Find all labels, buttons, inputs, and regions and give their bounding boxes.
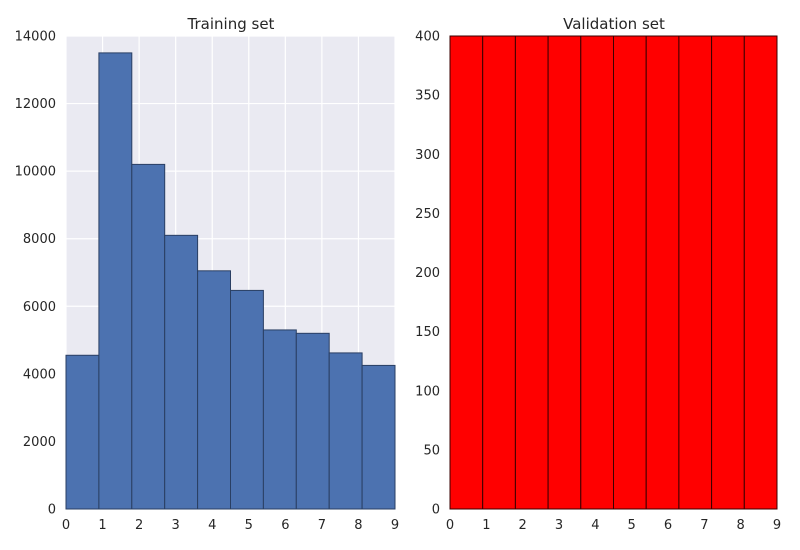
training-bar	[65, 354, 100, 510]
training-x-tick-label: 7	[318, 518, 326, 533]
validation-y-tick-label: 50	[423, 443, 440, 458]
validation-bar	[711, 35, 745, 510]
training-bar	[230, 289, 264, 510]
validation-x-tick-label: 2	[519, 518, 527, 533]
training-set-panel: Training set 0 2000 4000 6000 8000 10000 12000…	[15, 15, 400, 533]
validation-bar	[547, 35, 582, 510]
training-y-tick-label: 4000	[23, 367, 56, 382]
training-bar	[328, 352, 363, 510]
validation-bar	[613, 35, 647, 510]
validation-bar	[743, 35, 778, 510]
training-bar	[295, 332, 330, 510]
training-y-tick-label: 10000	[15, 165, 56, 180]
validation-y-tick-label: 100	[415, 384, 440, 399]
validation-x-tick-label: 4	[591, 518, 599, 533]
validation-set-panel: Validation set 0 50 100 150 200 250 300 350 400 0…	[415, 15, 781, 533]
training-x-tick-label: 1	[98, 518, 106, 533]
training-y-tick-label: 8000	[23, 232, 56, 247]
training-y-tick-label: 2000	[23, 435, 56, 450]
validation-x-tick-label: 6	[664, 518, 672, 533]
training-y-tick-label: 14000	[15, 30, 56, 45]
training-y-tick-label: 12000	[15, 97, 56, 112]
validation-x-tick-label: 1	[482, 518, 490, 533]
training-bar	[361, 364, 396, 510]
validation-bar	[678, 35, 713, 510]
training-x-tick-label: 4	[208, 518, 216, 533]
validation-x-tick-label: 3	[555, 518, 563, 533]
training-bar	[262, 329, 297, 510]
validation-bar	[514, 35, 549, 510]
validation-bar	[645, 35, 680, 510]
training-x-tick-label: 9	[391, 518, 399, 533]
validation-bar	[580, 35, 614, 510]
training-x-tick-label: 8	[354, 518, 362, 533]
validation-bar	[482, 35, 516, 510]
validation-y-tick-label: 400	[415, 30, 440, 45]
training-set-title: Training set	[187, 15, 275, 33]
training-x-tick-label: 5	[245, 518, 253, 533]
validation-y-tick-label: 200	[415, 266, 440, 281]
validation-x-tick-label: 8	[737, 518, 745, 533]
validation-y-tick-label: 150	[415, 325, 440, 340]
validation-x-tick-label: 5	[628, 518, 636, 533]
training-y-tick-label: 6000	[23, 300, 56, 315]
validation-set-title: Validation set	[563, 15, 665, 33]
training-y-tick-label: 0	[48, 503, 56, 518]
training-bar	[164, 234, 199, 510]
training-x-tick-label: 3	[172, 518, 180, 533]
validation-y-tick-label: 350	[415, 89, 440, 104]
validation-y-tick-label: 250	[415, 207, 440, 222]
training-x-tick-label: 2	[135, 518, 143, 533]
training-bar	[98, 52, 133, 510]
validation-y-tick-label: 0	[432, 503, 440, 518]
training-x-tick-label: 0	[62, 518, 70, 533]
training-bar	[131, 163, 166, 510]
validation-x-tick-label: 9	[773, 518, 781, 533]
training-x-tick-label: 6	[281, 518, 289, 533]
validation-bar	[449, 35, 484, 510]
training-bar	[197, 270, 232, 510]
validation-y-tick-label: 300	[415, 148, 440, 163]
validation-x-tick-label: 7	[700, 518, 708, 533]
validation-x-tick-label: 0	[446, 518, 454, 533]
